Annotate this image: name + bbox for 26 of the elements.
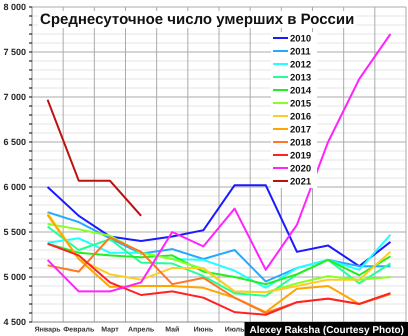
- legend-label: 2018: [290, 138, 312, 148]
- legend-label: 2020: [290, 164, 312, 174]
- legend-label: 2013: [290, 72, 312, 84]
- legend-label: 2010: [290, 34, 312, 44]
- y-tick-label: 5 000: [3, 272, 26, 282]
- legend-label: 2012: [290, 60, 312, 70]
- y-tick-label: 8 000: [3, 2, 26, 12]
- legend-label: 2011: [290, 46, 312, 58]
- line-series: [46, 234, 392, 289]
- legend-label: 2021: [290, 176, 312, 188]
- legend-label: 2016: [290, 112, 312, 122]
- text: Alexey Raksha (Courtesy Photo): [250, 325, 404, 336]
- y-tick-label: 7 500: [3, 46, 26, 57]
- line-series: [46, 33, 392, 292]
- y-tick-label: 7 000: [3, 92, 26, 102]
- y-tick-label: 4 500: [3, 316, 26, 327]
- line-series: [46, 242, 392, 286]
- y-tick-label: 6 000: [3, 182, 26, 192]
- y-tick-label: 5 500: [3, 226, 26, 237]
- legend-label: 2015: [290, 98, 312, 110]
- legend-label: 2017: [290, 124, 312, 136]
- legend-label: 2019: [290, 150, 312, 162]
- y-tick-label: 6 500: [3, 136, 26, 147]
- line-series: [46, 184, 392, 268]
- chart-title: Среднесуточное число умерших в России: [40, 11, 354, 28]
- legend-label: 2014: [290, 86, 312, 96]
